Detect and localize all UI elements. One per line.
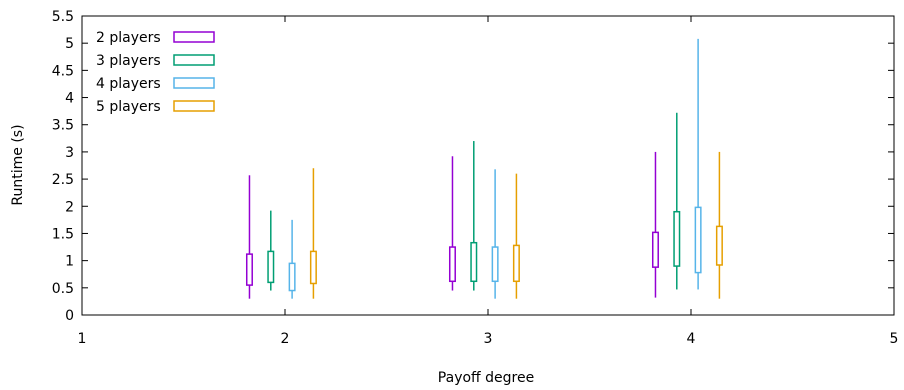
box-5-players-x3 — [512, 173, 520, 299]
legend-swatch — [173, 54, 215, 66]
y-tick-label: 5 — [65, 36, 74, 52]
legend-swatch — [173, 100, 215, 112]
x-tick-label: 3 — [484, 331, 493, 347]
box-4-players-x4 — [694, 38, 702, 290]
legend-label: 3 players — [96, 53, 161, 69]
box-body — [470, 241, 478, 283]
legend-swatch — [173, 77, 215, 89]
box-body — [288, 262, 296, 292]
box-3-players-x3 — [470, 141, 478, 291]
y-tick-label: 2 — [65, 199, 74, 215]
legend: 2 players 3 players 4 players 5 players — [96, 30, 215, 115]
y-tick-label: 4 — [65, 91, 74, 107]
y-tick-label: 0 — [65, 308, 74, 324]
x-tick-label: 4 — [687, 331, 696, 347]
box-body — [651, 231, 659, 268]
box-2-players-x3 — [448, 156, 456, 291]
box-body — [673, 210, 681, 267]
y-tick-label: 5.5 — [52, 9, 74, 25]
plot-frame — [81, 15, 895, 316]
axes: 0 0.5 1 1.5 2 2.5 3 3.5 4 4.5 5 5.5 1 2 3 4 5 — [52, 9, 899, 347]
box-4-players-x3 — [491, 169, 499, 299]
box-body — [267, 250, 275, 284]
box-body — [309, 250, 317, 285]
x-tick-label: 2 — [281, 331, 290, 347]
box-2-players-x2 — [245, 175, 253, 299]
y-tick-label: 4.5 — [52, 63, 74, 79]
y-tick-label: 0.5 — [52, 281, 74, 297]
legend-label: 4 players — [96, 76, 161, 92]
box-5-players-x4 — [715, 151, 723, 299]
box-body — [245, 253, 253, 286]
legend-swatch — [173, 31, 215, 43]
x-axis-title: Payoff degree — [438, 370, 534, 386]
box-body — [512, 244, 520, 283]
box-body — [694, 206, 702, 274]
y-tick-label: 3 — [65, 145, 74, 161]
box-body — [448, 246, 456, 283]
box-3-players-x2 — [267, 210, 275, 291]
x-tick-label: 1 — [78, 331, 87, 347]
y-tick-label: 2.5 — [52, 172, 74, 188]
y-tick-label: 3.5 — [52, 118, 74, 134]
y-tick-label: 1 — [65, 254, 74, 270]
box-body — [715, 225, 723, 266]
box-4-players-x2 — [288, 219, 296, 299]
y-axis-title: Runtime (s) — [10, 124, 26, 205]
legend-label: 5 players — [96, 99, 161, 115]
legend-label: 2 players — [96, 30, 161, 46]
x-tick-label: 5 — [890, 331, 899, 347]
box-2-players-x4 — [651, 151, 659, 298]
box-5-players-x2 — [309, 168, 317, 299]
y-tick-label: 1.5 — [52, 226, 74, 242]
boxes — [245, 38, 723, 299]
box-3-players-x4 — [673, 112, 681, 290]
box-body — [491, 246, 499, 283]
